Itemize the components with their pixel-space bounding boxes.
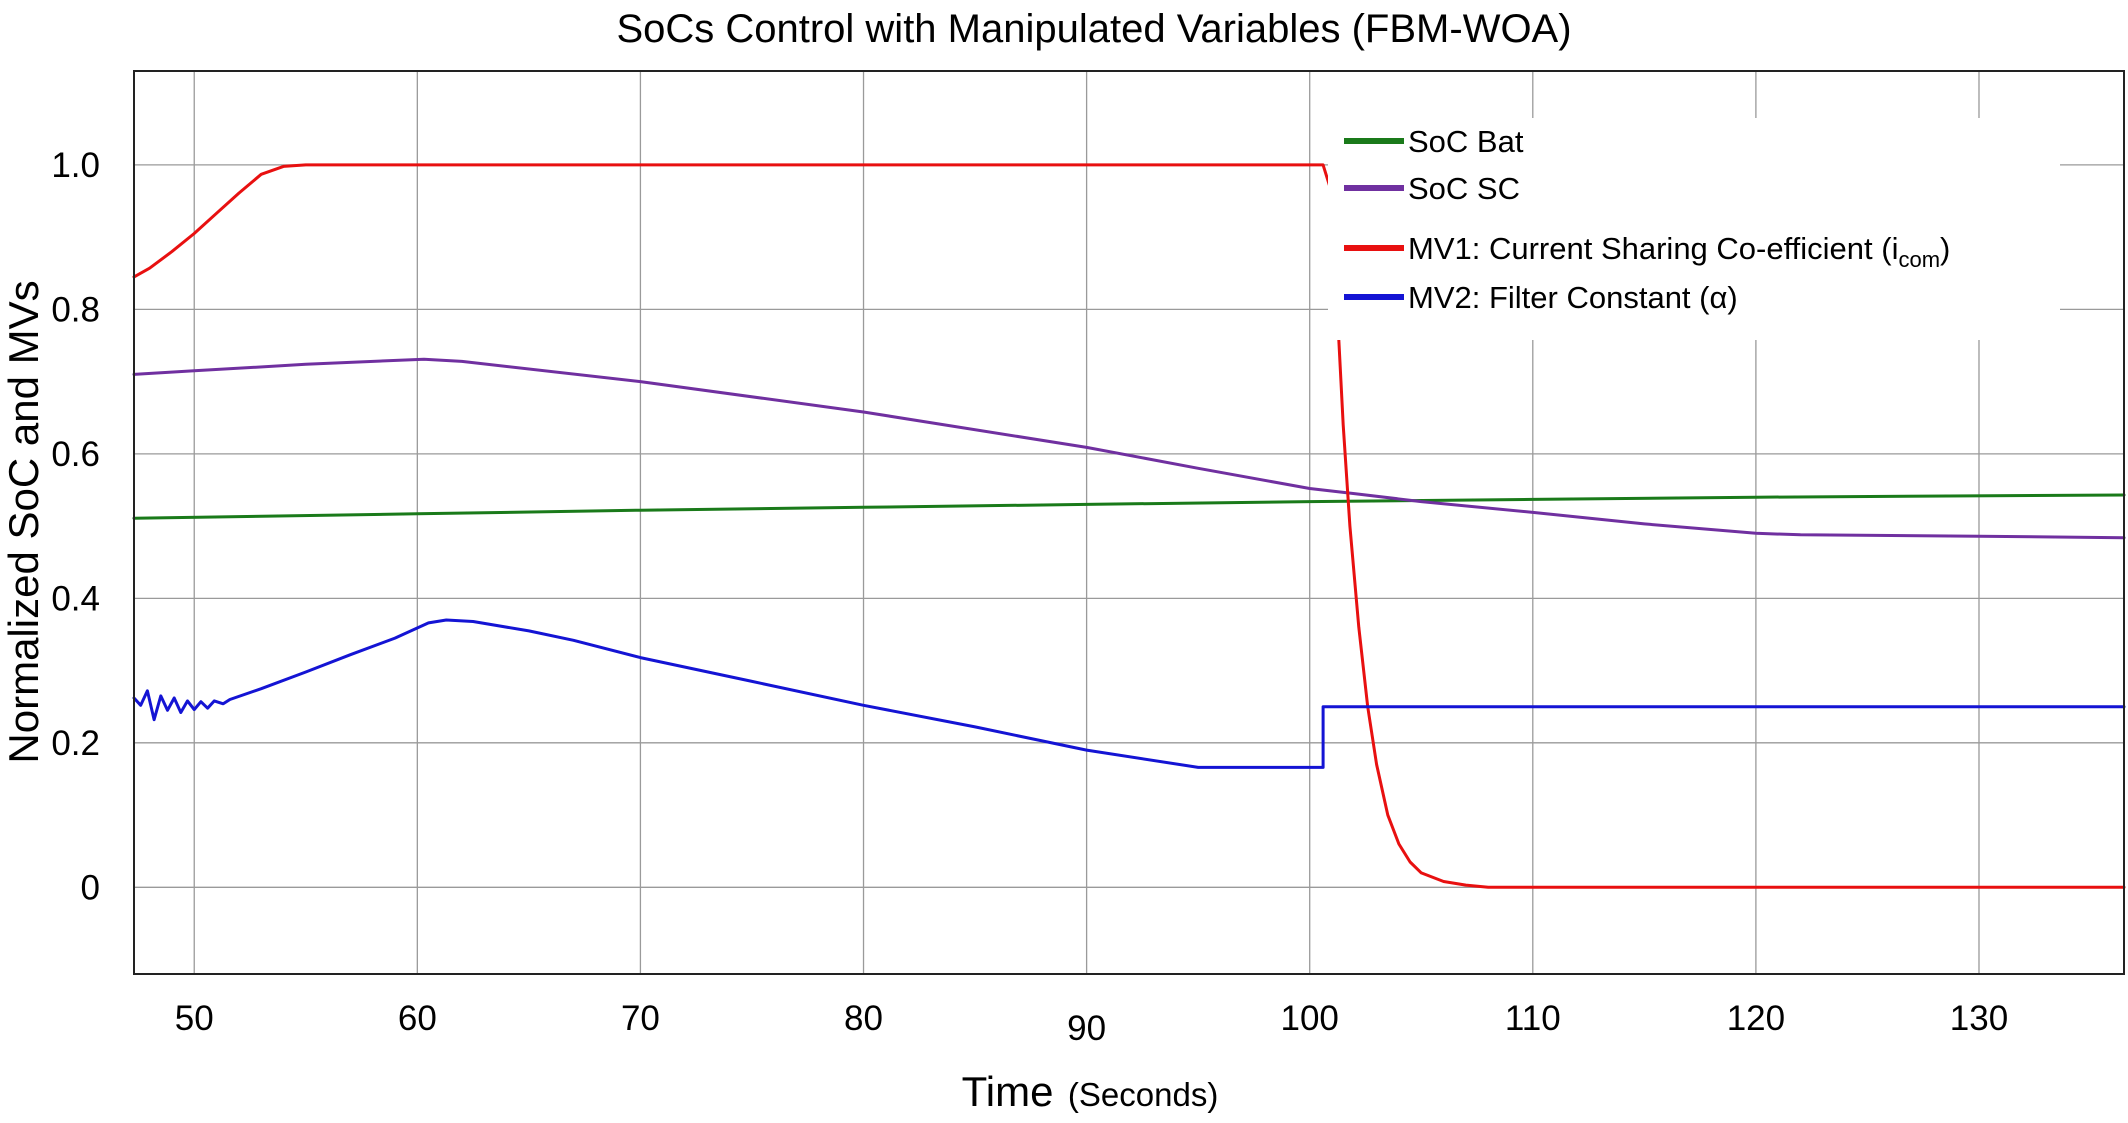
legend-label-mv1-main: MV1: Current Sharing Co-efficient (i <box>1408 231 1898 266</box>
legend-label-soc-sc: SoC SC <box>1408 171 1520 206</box>
x-tick-label: 80 <box>844 999 883 1038</box>
y-tick-label: 0.6 <box>51 435 100 474</box>
x-tick-label: 90 <box>1067 1009 1106 1048</box>
series-line-mv2 <box>132 618 2126 769</box>
legend-label-mv1-close: ) <box>1940 231 1950 266</box>
legend-label-mv1-subscript: com <box>1898 247 1940 272</box>
series-line-soc-bat <box>132 493 2126 520</box>
chart-title: SoCs Control with Manipulated Variables … <box>616 7 1571 51</box>
x-tick-labels: 50 60 70 80 90 100 110 120 130 <box>175 999 2008 1048</box>
x-tick-label: 110 <box>1505 999 1561 1038</box>
legend-label-mv2: MV2: Filter Constant (α) <box>1408 280 1738 315</box>
legend-label-soc-bat: SoC Bat <box>1408 124 1524 159</box>
y-tick-label: 0.4 <box>51 579 100 618</box>
x-tick-label: 100 <box>1281 999 1339 1038</box>
x-tick-label: 70 <box>621 999 660 1038</box>
legend: SoC Bat SoC SC MV1: Current Sharing Co-e… <box>1328 118 2060 340</box>
series-line-soc-sc <box>132 357 2126 540</box>
x-tick-label: 120 <box>1727 999 1785 1038</box>
plot-area-frame <box>133 70 2125 975</box>
y-tick-label: 0 <box>81 868 100 907</box>
legend-background <box>1328 118 2060 340</box>
y-tick-labels: 0 0.2 0.4 0.6 0.8 1.0 <box>51 146 100 907</box>
x-axis-label: Time (Seconds) <box>962 1068 1219 1115</box>
y-tick-label: 1.0 <box>51 146 100 185</box>
y-tick-label: 0.8 <box>51 290 100 329</box>
y-axis-label: Normalized SoC and MVs <box>0 280 47 763</box>
y-tick-label: 0.2 <box>51 724 100 763</box>
x-axis-label-unit: (Seconds) <box>1068 1076 1218 1113</box>
legend-label-mv1: MV1: Current Sharing Co-efficient (icom) <box>1408 231 1950 272</box>
x-axis-label-main: Time <box>962 1068 1054 1115</box>
x-tick-label: 60 <box>398 999 437 1038</box>
x-tick-label: 50 <box>175 999 214 1038</box>
x-tick-label: 130 <box>1950 999 2008 1038</box>
